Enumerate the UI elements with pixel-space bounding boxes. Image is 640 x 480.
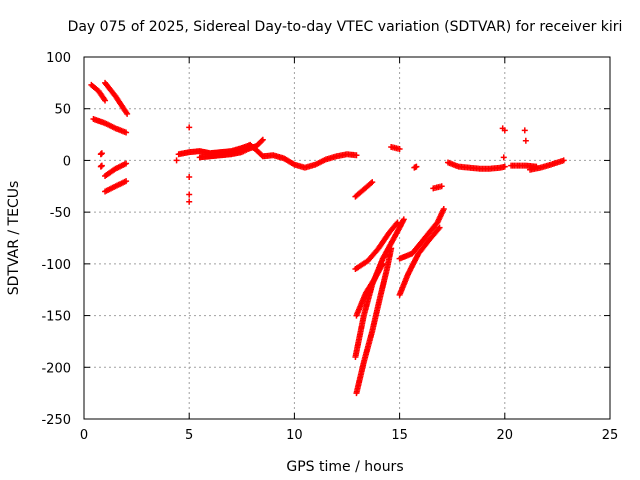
y-tick-label: -200 <box>41 361 71 376</box>
data-point-marker <box>413 163 420 170</box>
data-points <box>88 79 567 397</box>
data-point-marker <box>438 183 445 190</box>
data-point-marker <box>369 179 376 186</box>
data-point-marker <box>522 137 529 144</box>
x-tick-label: 20 <box>497 428 514 443</box>
data-point-marker <box>123 160 130 167</box>
data-point-marker <box>396 146 403 153</box>
data-point-marker <box>124 110 131 117</box>
data-point-marker <box>400 216 407 223</box>
y-tick-label: -150 <box>41 310 71 325</box>
data-point-marker <box>173 157 180 164</box>
data-point-marker <box>500 154 507 161</box>
y-tick-label: -250 <box>41 413 71 428</box>
data-point-marker <box>98 150 105 157</box>
chart-title: Day 075 of 2025, Sidereal Day-to-day VTE… <box>68 19 623 35</box>
x-tick-label: 0 <box>80 428 88 443</box>
data-point-marker <box>388 245 395 252</box>
data-point-marker <box>259 136 266 143</box>
data-point-marker <box>501 127 508 134</box>
data-point-marker <box>440 206 447 213</box>
x-tick-label: 5 <box>185 428 193 443</box>
plot-frame <box>83 56 611 420</box>
data-point-marker <box>501 163 508 170</box>
y-tick-label: 100 <box>46 51 71 66</box>
data-point-marker <box>435 225 442 232</box>
axis-ticks <box>83 56 611 420</box>
data-point-marker <box>368 180 375 187</box>
grid-lines <box>84 57 610 419</box>
data-point-marker <box>186 191 193 198</box>
y-tick-label: 50 <box>54 103 71 118</box>
y-tick-label: -50 <box>50 206 71 221</box>
data-point-marker <box>521 127 528 134</box>
x-tick-labels: 0 5 10 15 20 25 <box>80 428 618 443</box>
data-point-marker <box>186 198 193 205</box>
data-point-marker <box>102 97 109 104</box>
x-tick-label: 25 <box>602 428 619 443</box>
data-point-marker <box>186 124 193 131</box>
data-point-marker <box>353 152 360 159</box>
data-point-marker <box>436 224 443 231</box>
data-point-marker <box>186 173 193 180</box>
data-point-marker <box>560 157 567 164</box>
data-point-marker <box>98 162 105 169</box>
data-point-marker <box>123 178 130 185</box>
y-tick-labels: -250 -200 -150 -100 -50 0 50 100 <box>41 51 71 428</box>
data-point-marker <box>123 129 130 136</box>
y-tick-label: -100 <box>41 258 71 273</box>
y-axis-label: SDTVAR / TECUs <box>6 181 22 296</box>
x-tick-label: 10 <box>286 428 303 443</box>
y-tick-label: 0 <box>63 154 71 169</box>
x-tick-label: 15 <box>391 428 408 443</box>
data-point-marker <box>258 137 265 144</box>
x-axis-label: GPS time / hours <box>286 459 403 475</box>
